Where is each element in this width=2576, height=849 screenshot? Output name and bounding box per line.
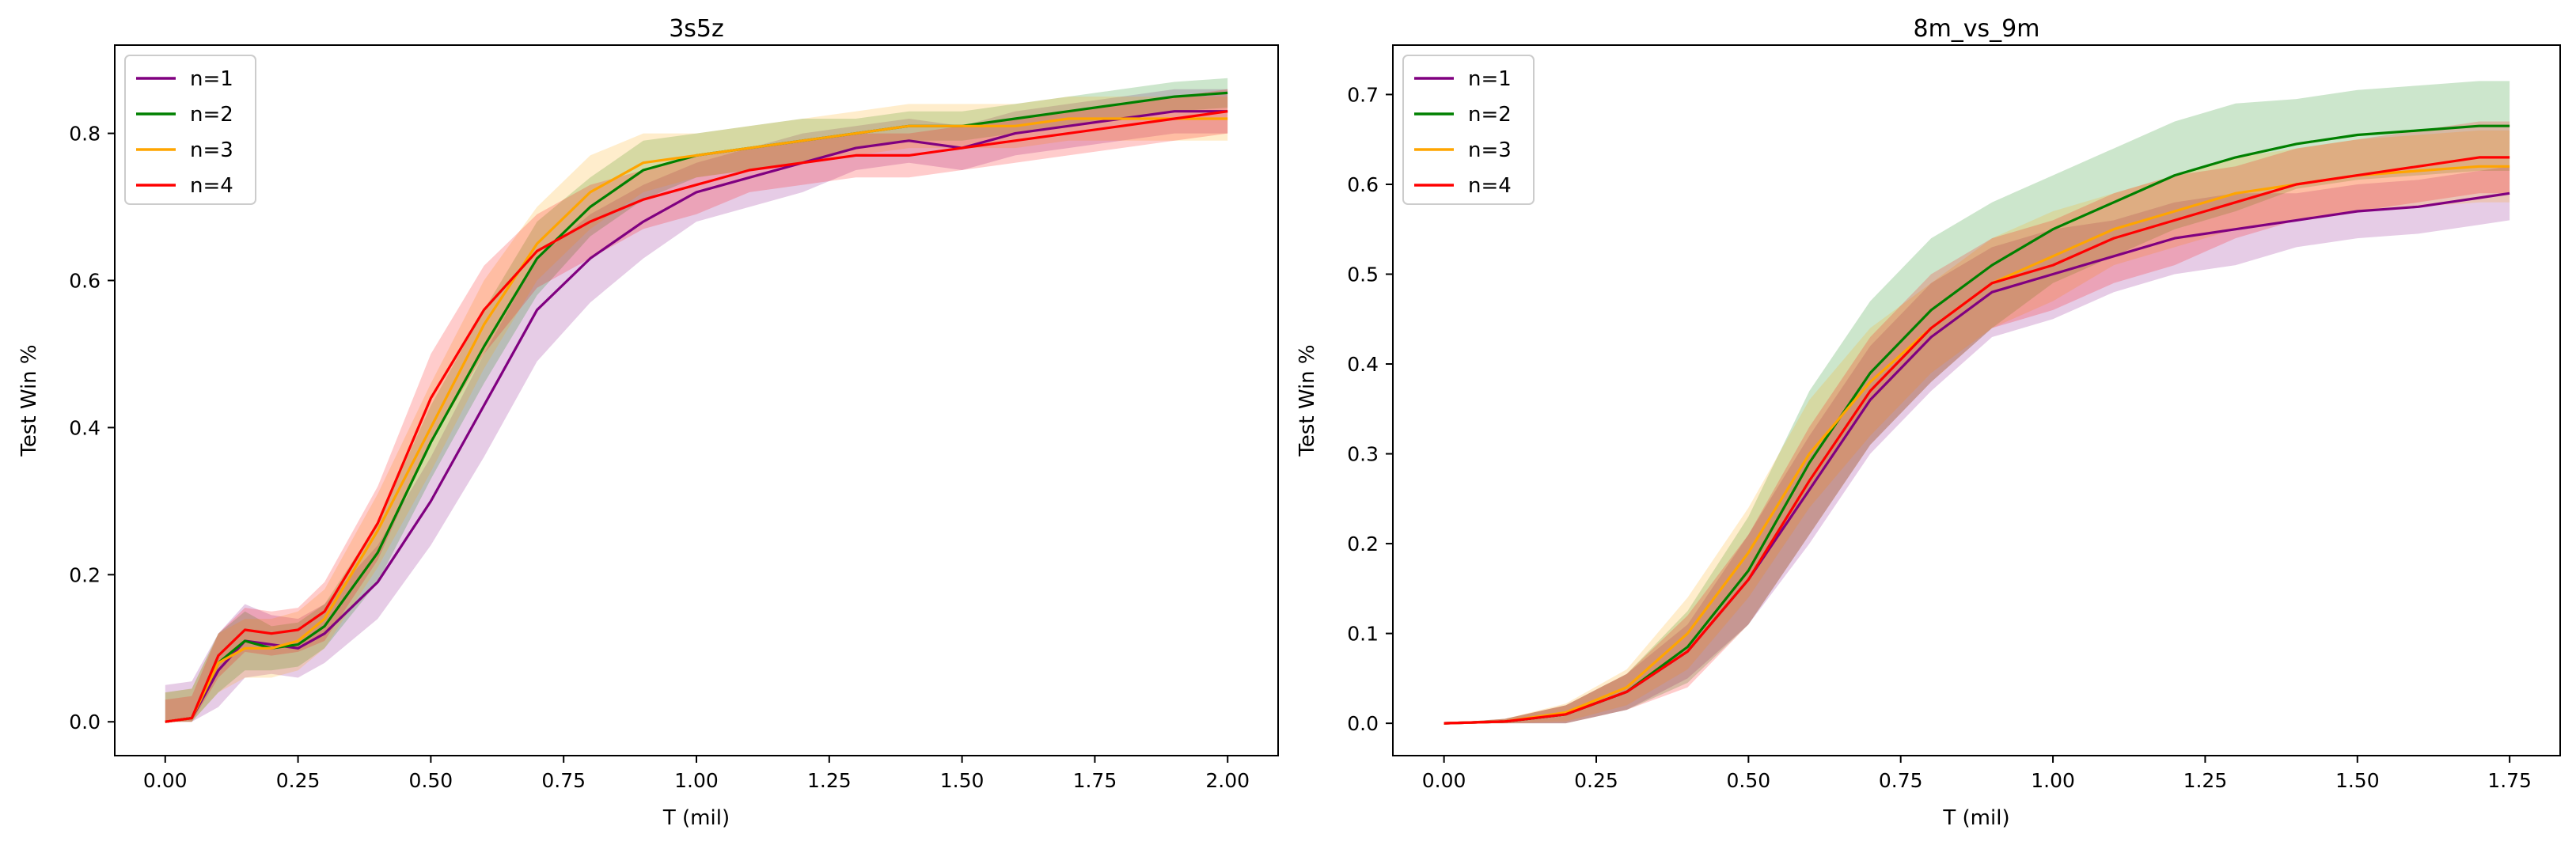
x-tick-label: 0.75 (1879, 769, 1923, 792)
y-tick-label: 0.7 (1347, 83, 1379, 106)
y-tick-label: 0.0 (1347, 712, 1379, 735)
chart-3s5z: 3s5z T (mil) Test Win % 0.00 0.25 0.50 0.75… (17, 15, 1279, 830)
series-line-n=1 (165, 110, 1228, 723)
legend-box (124, 55, 256, 205)
band-n=3 (165, 97, 1228, 722)
y-axis-label: Test Win % (17, 344, 41, 457)
band-n=2 (165, 78, 1228, 722)
y-tick-label: 0.4 (69, 416, 101, 439)
x-tick-label: 1.00 (674, 769, 719, 792)
x-tick-label: 1.75 (1073, 769, 1117, 792)
series-line-n=4 (165, 110, 1228, 723)
y-tick-label: 0.2 (69, 563, 101, 586)
x-axis-ticks: 0.00 0.25 0.50 0.75 1.00 1.25 1.50 1.75 (1422, 756, 2532, 792)
y-tick-label: 0.0 (69, 711, 101, 733)
x-tick-label: 0.25 (276, 769, 321, 792)
band-n=3 (1444, 130, 2510, 724)
legend-label: n=3 (190, 138, 233, 162)
y-axis-ticks: 0.0 0.1 0.2 0.3 0.4 0.5 0.6 0.7 (1347, 83, 1393, 735)
legend: n=1 n=2 n=3 n=4 (124, 55, 256, 205)
x-axis-label: T (mil) (1942, 806, 2009, 830)
y-tick-label: 0.6 (1347, 173, 1379, 196)
x-tick-label: 0.50 (1727, 769, 1771, 792)
x-tick-label: 0.25 (1574, 769, 1618, 792)
x-axis-ticks: 0.00 0.25 0.50 0.75 1.00 1.25 1.50 1.75 2.00 (143, 756, 1250, 792)
series-lines (1444, 124, 2510, 725)
x-tick-label: 0.00 (1422, 769, 1466, 792)
band-n=4 (1444, 121, 2510, 724)
legend-label: n=2 (1468, 103, 1512, 127)
legend-label: n=3 (1468, 138, 1512, 162)
series-lines (165, 91, 1228, 723)
y-axis-label: Test Win % (1296, 344, 1319, 457)
band-n=2 (1444, 81, 2510, 724)
series-line-n=4 (1444, 156, 2510, 725)
y-tick-label: 0.4 (1347, 353, 1379, 376)
y-tick-label: 0.6 (69, 269, 101, 292)
legend-label: n=1 (1468, 67, 1512, 91)
series-line-n=3 (165, 117, 1228, 723)
x-tick-label: 1.25 (2183, 769, 2228, 792)
confidence-bands (165, 78, 1228, 722)
x-axis-label: T (mil) (662, 806, 730, 830)
x-tick-label: 1.50 (2335, 769, 2380, 792)
y-tick-label: 0.5 (1347, 263, 1379, 286)
y-tick-label: 0.8 (69, 123, 101, 146)
legend-box (1402, 55, 1535, 205)
legend-label: n=2 (190, 103, 233, 127)
chart-8m-vs-9m: 8m_vs_9m T (mil) Test Win % 0.00 0.25 0.50… (1296, 15, 2561, 830)
y-tick-label: 0.3 (1347, 443, 1379, 466)
chart-title: 3s5z (669, 15, 724, 43)
x-tick-label: 1.00 (2031, 769, 2075, 792)
x-tick-label: 1.75 (2487, 769, 2532, 792)
x-tick-label: 1.50 (940, 769, 984, 792)
x-tick-label: 0.00 (143, 769, 188, 792)
legend: n=1 n=2 n=3 n=4 (1402, 55, 1535, 205)
plot-frame (1392, 44, 2561, 756)
x-tick-label: 0.50 (409, 769, 453, 792)
y-tick-label: 0.1 (1347, 623, 1379, 646)
band-n=1 (165, 89, 1228, 722)
y-tick-label: 0.2 (1347, 533, 1379, 555)
x-tick-label: 1.25 (807, 769, 852, 792)
legend-label: n=1 (190, 67, 233, 91)
legend-label: n=4 (1468, 174, 1512, 198)
chart-title: 8m_vs_9m (1913, 15, 2039, 43)
x-tick-label: 2.00 (1205, 769, 1250, 792)
y-axis-ticks: 0.0 0.2 0.4 0.6 0.8 (69, 123, 115, 733)
x-tick-label: 0.75 (541, 769, 586, 792)
legend-label: n=4 (190, 174, 233, 198)
